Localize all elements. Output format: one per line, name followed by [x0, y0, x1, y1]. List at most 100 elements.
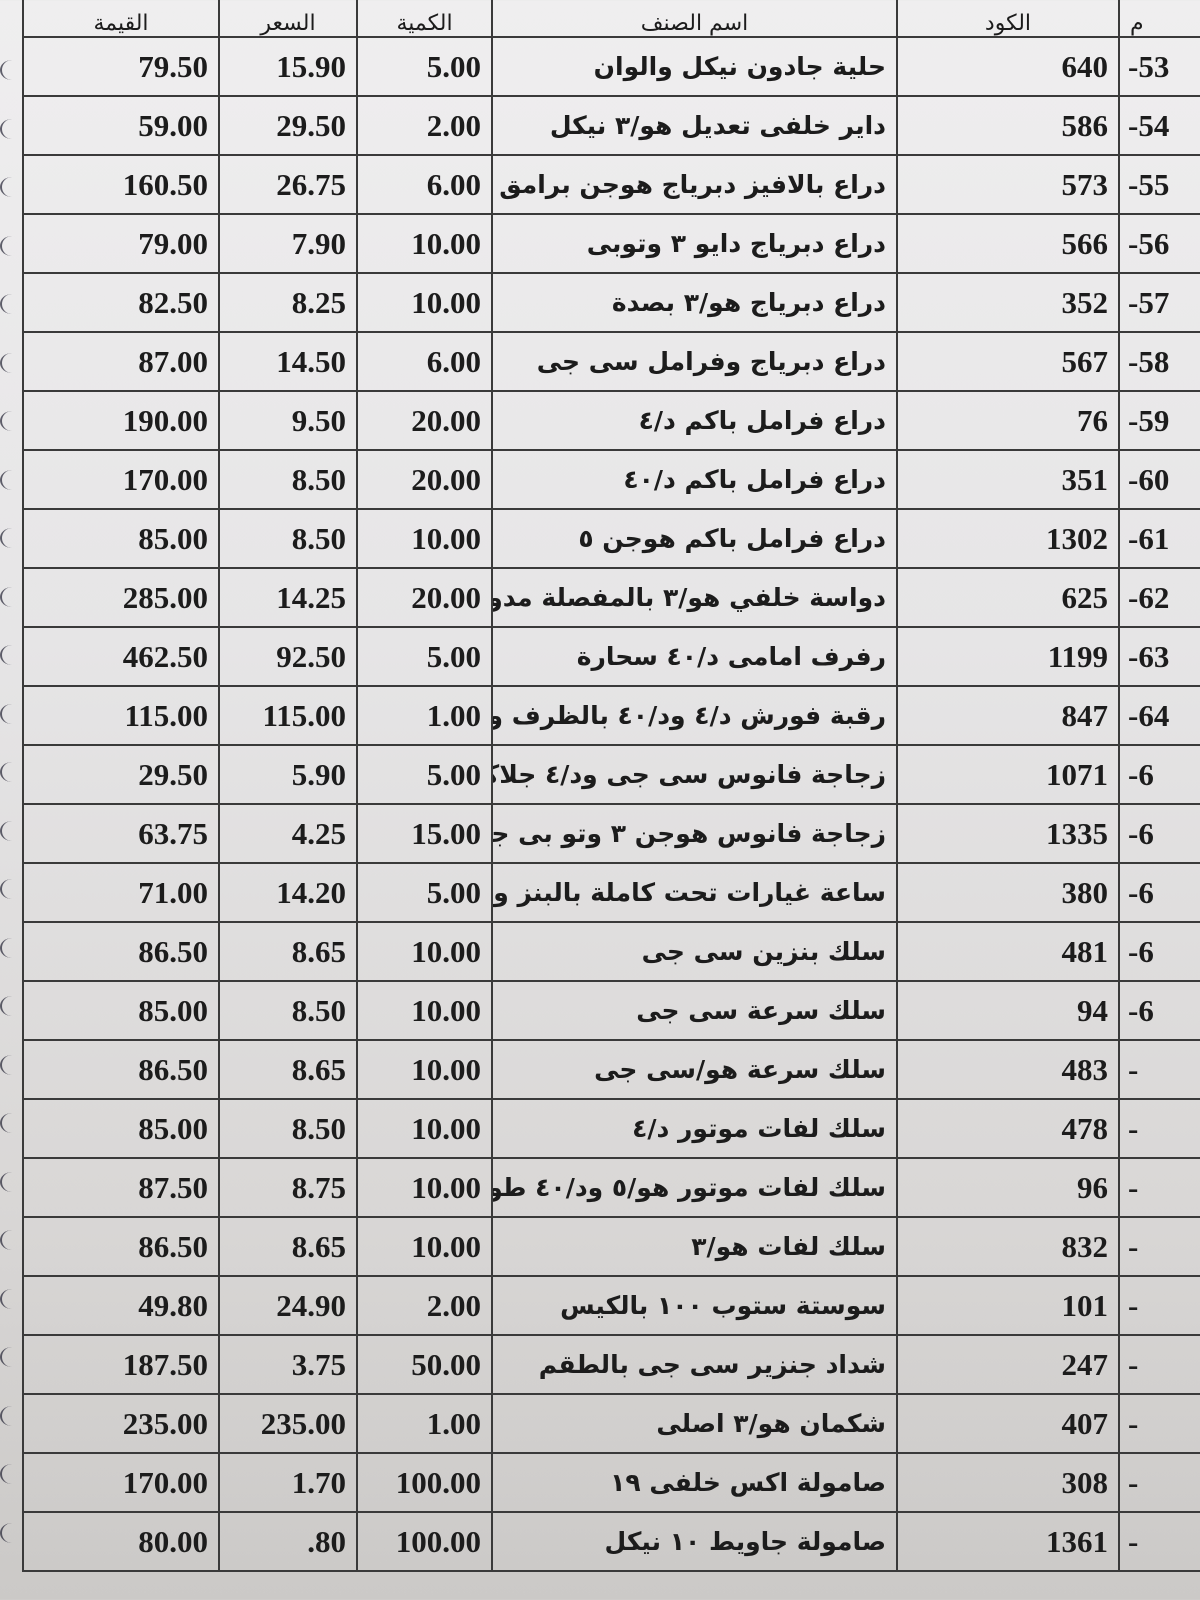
cell-price: 8.50 — [218, 1098, 358, 1159]
cell-value: 71.00 — [22, 862, 220, 923]
cell-quantity: 2.00 — [356, 95, 493, 156]
header-item-name: اسم الصنف — [491, 0, 898, 38]
cell-value: 79.00 — [22, 213, 220, 274]
cell-item-name: صامولة اكس خلفى ١٩ — [491, 1452, 898, 1513]
table-row: 85.00 8.50 10.00 سلك لفات موتور د/٤ 478- — [22, 1098, 1200, 1159]
cell-price: 1.70 — [218, 1452, 358, 1513]
cell-item-name: شداد جنزير سى جى بالطقم — [491, 1334, 898, 1395]
handwritten-check-mark — [0, 1522, 24, 1543]
cell-quantity: 10.00 — [356, 1216, 493, 1277]
cell-quantity: 5.00 — [356, 744, 493, 805]
cell-quantity: 20.00 — [356, 567, 493, 628]
cell-value: 190.00 — [22, 390, 220, 451]
cell-value: 462.50 — [22, 626, 220, 687]
cell-value: 86.50 — [22, 921, 220, 982]
cell-code: 832 — [896, 1216, 1120, 1277]
handwritten-check-mark — [0, 528, 24, 548]
cell-value: 80.00 — [22, 1511, 220, 1572]
cell-item-name: صامولة جاويط ١٠ نيكل — [491, 1511, 898, 1572]
table-row: 160.50 26.75 6.00 دراع بالافيز دبرياج هوجن … — [22, 154, 1200, 215]
cell-value: 160.50 — [22, 154, 220, 215]
cell-index: - — [1118, 1216, 1200, 1277]
cell-index: - — [1118, 1393, 1200, 1454]
handwritten-check-mark — [0, 645, 24, 665]
cell-value: 115.00 — [22, 685, 220, 746]
cell-code: 351 — [896, 449, 1120, 510]
cell-item-name: سلك لفات موتور د/٤ — [491, 1098, 898, 1159]
cell-index: -6 — [1118, 744, 1200, 805]
cell-index: -58 — [1118, 331, 1200, 392]
cell-value: 170.00 — [22, 1452, 220, 1513]
cell-code: 573 — [896, 154, 1120, 215]
table-row: 82.50 8.25 10.00 دراع دبرياج هو/٣ بصدة 352 -5… — [22, 272, 1200, 333]
handwritten-check-mark — [0, 294, 24, 314]
cell-code: 586 — [896, 95, 1120, 156]
table-row: 87.50 8.75 10.00 سلك لفات موتور هو/٥ ود/٤٠ … — [22, 1157, 1200, 1218]
table-row: 462.50 92.50 5.00 رفرف امامى د/٤٠ سحارة 1199… — [22, 626, 1200, 687]
cell-index: - — [1118, 1157, 1200, 1218]
header-code: الكود — [896, 0, 1120, 38]
cell-quantity: 15.00 — [356, 803, 493, 864]
cell-item-name: دراع دبرياج دايو ٣ وتوبى — [491, 213, 898, 274]
cell-item-name: رقبة فورش د/٤ ود/٤٠ بالظرف والبل — [491, 685, 898, 746]
handwritten-check-mark — [0, 1464, 24, 1484]
cell-item-name: حلية جادون نيكل والوان — [491, 36, 898, 97]
cell-index: -6 — [1118, 862, 1200, 923]
table-row: 86.50 8.65 10.00 سلك سرعة هو/سى جى 483- — [22, 1039, 1200, 1100]
cell-price: 3.75 — [218, 1334, 358, 1395]
cell-quantity: 1.00 — [356, 685, 493, 746]
cell-code: 1071 — [896, 744, 1120, 805]
cell-quantity: 5.00 — [356, 862, 493, 923]
cell-quantity: 10.00 — [356, 980, 493, 1041]
cell-price: 4.25 — [218, 803, 358, 864]
handwritten-check-mark — [0, 1054, 24, 1075]
cell-code: 481 — [896, 921, 1120, 982]
cell-index: - — [1118, 1098, 1200, 1159]
cell-index: -6 — [1118, 980, 1200, 1041]
cell-value: 59.00 — [22, 95, 220, 156]
cell-code: 640 — [896, 36, 1120, 97]
cell-price: 115.00 — [218, 685, 358, 746]
cell-quantity: 100.00 — [356, 1511, 493, 1572]
handwritten-check-mark — [0, 177, 24, 197]
handwritten-check-mark — [0, 352, 24, 373]
cell-item-name: سلك سرعة هو/سى جى — [491, 1039, 898, 1100]
cell-price: 235.00 — [218, 1393, 358, 1454]
cell-index: -63 — [1118, 626, 1200, 687]
header-index: م — [1118, 0, 1200, 38]
cell-value: 87.50 — [22, 1157, 220, 1218]
cell-price: 8.25 — [218, 272, 358, 333]
cell-item-name: سوستة ستوب ١٠٠ بالكيس — [491, 1275, 898, 1336]
handwritten-check-mark — [0, 118, 24, 139]
cell-value: 85.00 — [22, 508, 220, 569]
cell-quantity: 50.00 — [356, 1334, 493, 1395]
cell-index: -53 — [1118, 36, 1200, 97]
cell-price: 8.50 — [218, 508, 358, 569]
cell-code: 1302 — [896, 508, 1120, 569]
cell-code: 847 — [896, 685, 1120, 746]
items-table: القيمة السعر الكمية اسم الصنف الكود م 79… — [22, 0, 1200, 1572]
handwritten-check-mark — [0, 235, 24, 256]
cell-price: 29.50 — [218, 95, 358, 156]
table-row: 187.50 3.75 50.00 شداد جنزير سى جى بالطقم 24… — [22, 1334, 1200, 1395]
handwritten-check-mark — [0, 469, 24, 490]
cell-quantity: 10.00 — [356, 1098, 493, 1159]
cell-price: 9.50 — [218, 390, 358, 451]
table-row: 71.00 14.20 5.00 ساعة غيارات تحت كاملة بالب… — [22, 862, 1200, 923]
cell-item-name: سلك لفات هو/٣ — [491, 1216, 898, 1277]
table-row: 170.00 8.50 20.00 دراع فرامل باكم د/٤٠ 351 -6… — [22, 449, 1200, 510]
cell-item-name: سلك سرعة سى جى — [491, 980, 898, 1041]
cell-price: .80 — [218, 1511, 358, 1572]
cell-code: 625 — [896, 567, 1120, 628]
cell-code: 96 — [896, 1157, 1120, 1218]
cell-quantity: 6.00 — [356, 331, 493, 392]
cell-quantity: 10.00 — [356, 1157, 493, 1218]
cell-price: 8.65 — [218, 921, 358, 982]
cell-item-name: زجاجة فانوس هوجن ٣ وتو بى جلاك — [491, 803, 898, 864]
handwritten-check-mark — [0, 820, 24, 841]
cell-value: 49.80 — [22, 1275, 220, 1336]
handwritten-check-mark — [0, 1347, 24, 1367]
handwritten-check-mark — [0, 879, 24, 899]
cell-item-name: دراع فرامل باكم د/٤٠ — [491, 449, 898, 510]
cell-price: 14.50 — [218, 331, 358, 392]
